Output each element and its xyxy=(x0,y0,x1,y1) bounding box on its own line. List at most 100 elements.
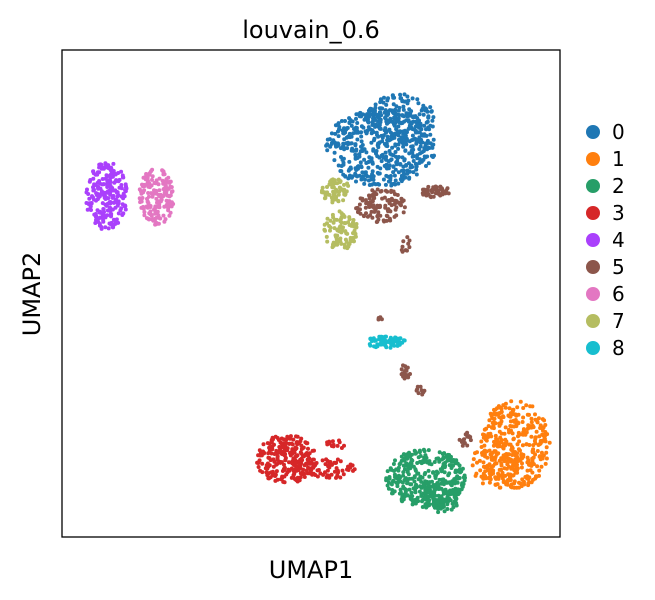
point xyxy=(334,460,339,465)
point xyxy=(502,456,507,461)
point xyxy=(529,434,534,439)
point xyxy=(499,439,504,444)
point xyxy=(511,451,516,455)
point xyxy=(436,510,441,515)
point xyxy=(349,134,354,139)
point xyxy=(119,183,124,187)
point xyxy=(520,443,525,448)
point xyxy=(371,177,376,182)
point xyxy=(398,92,403,97)
point xyxy=(373,108,377,113)
point xyxy=(285,470,290,475)
point xyxy=(329,131,334,136)
point xyxy=(515,451,520,456)
point xyxy=(88,178,93,182)
point xyxy=(338,475,343,480)
point xyxy=(405,248,409,253)
point xyxy=(531,425,536,430)
point xyxy=(275,457,280,462)
point xyxy=(418,454,423,458)
point xyxy=(396,181,401,186)
point xyxy=(362,214,366,219)
point xyxy=(453,491,458,496)
point xyxy=(375,187,380,192)
point xyxy=(437,450,442,455)
point xyxy=(396,465,401,470)
point xyxy=(149,169,153,174)
point xyxy=(139,191,144,196)
point xyxy=(377,123,382,127)
point xyxy=(358,160,363,165)
point xyxy=(304,441,309,446)
point xyxy=(417,147,422,152)
point xyxy=(290,447,295,452)
cluster-3-points xyxy=(255,434,357,485)
point xyxy=(294,465,299,470)
point xyxy=(113,219,118,224)
point xyxy=(270,447,275,452)
point xyxy=(417,135,422,140)
legend-label-4: 4 xyxy=(612,228,625,252)
point xyxy=(432,487,437,492)
point xyxy=(524,430,529,435)
point xyxy=(166,208,171,213)
point xyxy=(150,177,154,182)
point xyxy=(383,334,387,339)
point xyxy=(341,156,346,161)
point xyxy=(427,474,432,479)
point xyxy=(384,213,389,218)
point xyxy=(437,486,442,491)
point xyxy=(325,142,330,147)
point xyxy=(372,209,377,214)
point xyxy=(480,481,485,486)
chart-title: louvain_0.6 xyxy=(242,16,380,44)
point xyxy=(453,498,458,503)
point xyxy=(423,108,428,113)
point xyxy=(269,451,274,456)
point xyxy=(104,203,109,208)
point xyxy=(393,143,398,148)
point xyxy=(342,182,346,187)
point xyxy=(115,194,120,199)
point xyxy=(406,472,411,477)
point xyxy=(338,459,343,464)
point xyxy=(344,239,349,244)
point xyxy=(367,183,372,187)
point xyxy=(111,161,116,166)
point xyxy=(267,471,271,476)
point xyxy=(304,451,309,455)
point xyxy=(446,191,451,196)
point xyxy=(531,455,536,460)
point xyxy=(328,225,333,230)
point xyxy=(327,465,332,470)
point xyxy=(97,181,102,186)
point xyxy=(93,172,98,177)
point xyxy=(377,114,382,119)
point xyxy=(348,175,353,180)
point xyxy=(405,138,410,143)
point xyxy=(305,457,310,462)
point xyxy=(353,234,358,239)
point xyxy=(481,460,486,465)
point xyxy=(431,137,436,142)
point xyxy=(385,469,390,474)
point xyxy=(385,144,390,149)
point xyxy=(481,450,486,454)
point xyxy=(398,162,403,167)
point xyxy=(381,133,386,138)
point xyxy=(454,476,459,481)
point xyxy=(142,210,147,214)
plot-frame xyxy=(61,49,561,538)
point xyxy=(153,205,158,210)
point xyxy=(416,101,421,106)
point xyxy=(523,475,528,479)
point xyxy=(534,429,539,434)
point xyxy=(392,173,397,178)
point xyxy=(388,345,393,350)
point xyxy=(502,431,507,436)
point xyxy=(108,178,113,183)
point xyxy=(278,459,283,464)
point xyxy=(324,234,329,239)
point xyxy=(400,113,405,118)
point xyxy=(337,229,342,234)
